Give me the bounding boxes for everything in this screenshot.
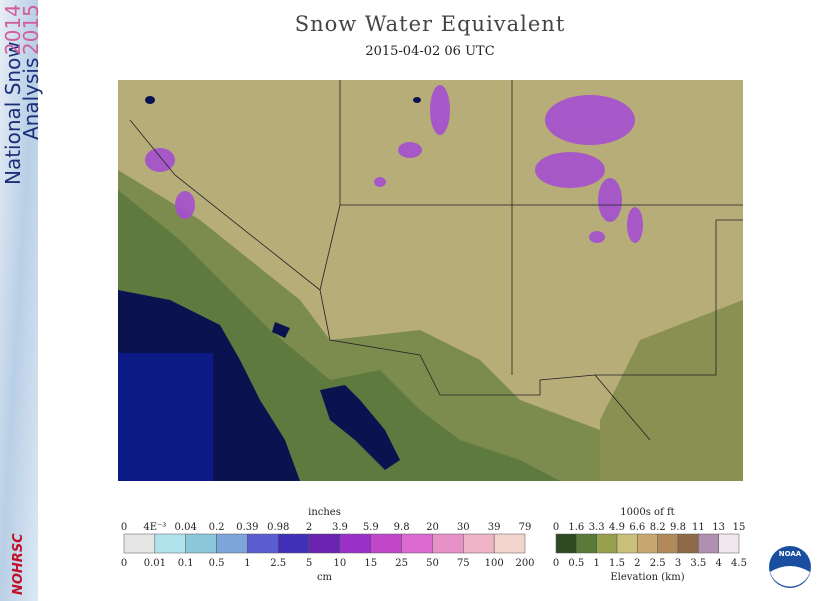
legend-top-label: 9.8 xyxy=(394,522,410,533)
legend-top-label: 9.8 xyxy=(670,522,686,533)
legend-top-label: 0.2 xyxy=(209,522,225,533)
legend-bottom-label: 1 xyxy=(593,558,599,569)
legend-top-label: 3.9 xyxy=(332,522,348,533)
subtitle: 2015-04-02 06 UTC xyxy=(365,44,494,59)
legend-bottom-label: 0.5 xyxy=(209,558,225,569)
legend-bottom-label: 15 xyxy=(364,558,377,569)
legend-swatch xyxy=(308,533,341,554)
legend-top-label: 2 xyxy=(306,522,312,533)
legend-top-label: 11 xyxy=(692,522,705,533)
legend-swatch xyxy=(677,533,699,554)
legend-bottom-label: 0.01 xyxy=(144,558,166,569)
legend-swatch xyxy=(616,533,638,554)
legend-swatch xyxy=(555,533,577,554)
legend-swatch xyxy=(277,533,310,554)
legend-top-label: 3.3 xyxy=(589,522,605,533)
elevation-legend: 1000s of ft Elevation (km) 0 0 1.6 0.5 3.3 1 4.9… xyxy=(553,507,747,583)
legend-top-label: 0.39 xyxy=(236,522,258,533)
legend-bottom-title: Elevation (km) xyxy=(610,572,684,583)
legend-swatch xyxy=(493,533,526,554)
legend-swatch xyxy=(637,533,658,554)
title: Snow Water Equivalent xyxy=(295,12,566,36)
legend-bottom-label: 0.5 xyxy=(568,558,584,569)
legend-swatch xyxy=(657,533,679,554)
legend-bottom-label: 0 xyxy=(553,558,559,569)
legend-bottom-label: 200 xyxy=(515,558,534,569)
map xyxy=(118,80,743,481)
legend-swatch xyxy=(185,533,217,554)
legend-top-title: 1000s of ft xyxy=(620,507,674,518)
legend-swatch xyxy=(370,533,402,554)
legend-swatch xyxy=(401,533,433,554)
legend-bottom-title: cm xyxy=(317,572,333,583)
legend-bottom-label: 50 xyxy=(426,558,439,569)
legend-swatch xyxy=(718,533,740,554)
banner xyxy=(0,0,38,601)
legend-bottom-label: 2 xyxy=(634,558,640,569)
legend-bottom-label: 10 xyxy=(334,558,347,569)
legend-top-label: 39 xyxy=(488,522,501,533)
legend-bottom-label: 0 xyxy=(121,558,127,569)
legend-top-label: 8.2 xyxy=(650,522,666,533)
legend-bottom-label: 3 xyxy=(675,558,681,569)
legend-top-label: 0.04 xyxy=(175,522,197,533)
banner-line2: Analysis xyxy=(19,58,43,140)
legend-top-label: 0 xyxy=(121,522,127,533)
legend-swatch xyxy=(432,533,464,554)
legend-bottom-label: 2.5 xyxy=(650,558,666,569)
legend-swatch xyxy=(216,533,248,554)
legend-top-label: 6.6 xyxy=(629,522,645,533)
legend-swatch xyxy=(247,533,279,554)
banner-line1: National Snow xyxy=(1,41,25,185)
legend-bottom-label: 1 xyxy=(244,558,250,569)
legend-bottom-label: 1.5 xyxy=(609,558,625,569)
banner-year2: 2015 xyxy=(19,4,43,55)
legend-top-label: 5.9 xyxy=(363,522,379,533)
legend-top-label: 13 xyxy=(712,522,725,533)
legend-swatch xyxy=(123,533,156,554)
legend-top-label: 1.6 xyxy=(568,522,584,533)
legend-swatch xyxy=(576,533,597,554)
legend-bottom-label: 4.5 xyxy=(731,558,747,569)
legend-top-label: 4E⁻³ xyxy=(143,522,166,533)
legend-top-label: 4.9 xyxy=(609,522,625,533)
legend-top-label: 30 xyxy=(457,522,470,533)
legend-swatch xyxy=(698,533,719,554)
legend-top-label: 0 xyxy=(553,522,559,533)
legend-swatch xyxy=(154,533,186,554)
legend-bottom-label: 0.1 xyxy=(178,558,194,569)
legend-bottom-label: 2.5 xyxy=(270,558,286,569)
legend-top-title: inches xyxy=(308,507,341,518)
legend-top-label: 0.98 xyxy=(267,522,289,533)
legend-swatch xyxy=(596,533,618,554)
nohrsc-logo: NOHRSC xyxy=(11,533,26,595)
legend-bottom-label: 4 xyxy=(715,558,721,569)
noaa-text: NOAA xyxy=(779,550,802,558)
legend-bottom-label: 5 xyxy=(306,558,312,569)
legend-swatch xyxy=(463,533,495,554)
swe-legend: inches cm 0 0 4E⁻³ 0.01 0.04 0.1 0.2 0.5 0.39 1 0.98… xyxy=(121,507,535,583)
legend-bottom-label: 3.5 xyxy=(690,558,706,569)
banner-year1: 2014 xyxy=(1,4,25,55)
legend-top-label: 20 xyxy=(426,522,439,533)
legend-bottom-label: 100 xyxy=(485,558,504,569)
legend-bottom-label: 75 xyxy=(457,558,470,569)
legend-bottom-label: 25 xyxy=(395,558,408,569)
legend-swatch xyxy=(339,533,372,554)
legend-top-label: 79 xyxy=(519,522,532,533)
legend-top-label: 15 xyxy=(733,522,746,533)
